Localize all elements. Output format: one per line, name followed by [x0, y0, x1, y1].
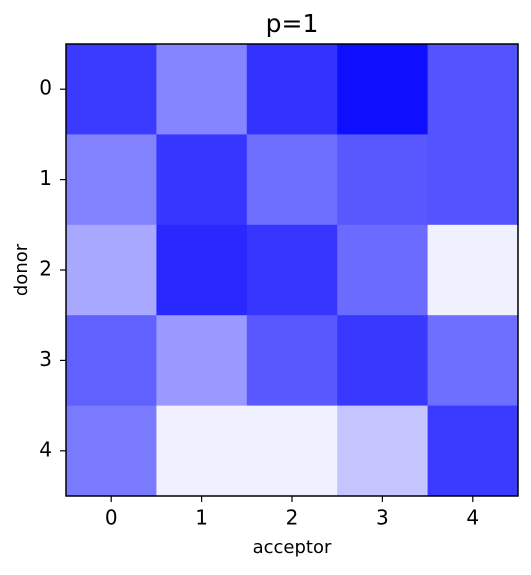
heatmap-cell — [66, 315, 157, 407]
x-tick-label: 1 — [195, 506, 208, 530]
y-tick-label: 3 — [39, 347, 52, 371]
heatmap-cell — [66, 134, 157, 226]
heatmap-cell — [337, 134, 429, 226]
heatmap-cell — [246, 405, 338, 497]
heatmap-cell — [427, 44, 519, 135]
heatmap-cell — [246, 315, 338, 407]
y-tick-label: 0 — [39, 76, 52, 100]
heatmap-cell — [66, 224, 157, 316]
heatmap-cell — [246, 224, 338, 316]
y-axis-label: donor — [11, 243, 32, 296]
y-tick-label: 1 — [39, 166, 52, 190]
heatmap-cell — [427, 134, 519, 226]
heatmap-cell — [427, 315, 519, 407]
heatmap-cell — [337, 315, 429, 407]
x-tick-label: 4 — [466, 506, 479, 530]
y-tick-label: 2 — [39, 257, 52, 281]
heatmap-cell — [156, 315, 248, 407]
chart-title: p=1 — [266, 9, 319, 38]
x-axis-label: acceptor — [253, 537, 332, 558]
heatmap-cell — [427, 224, 519, 316]
x-tick-label: 2 — [286, 506, 299, 530]
x-tick-label: 0 — [105, 506, 118, 530]
heatmap-cell — [66, 405, 157, 497]
x-tick-label: 3 — [376, 506, 389, 530]
y-tick-label: 4 — [39, 437, 52, 461]
heatmap-cell — [337, 405, 429, 497]
heatmap-cell — [337, 44, 429, 135]
heatmap-cell — [156, 134, 248, 226]
heatmap-cell — [156, 44, 248, 135]
heatmap-cell — [66, 44, 157, 135]
heatmap-cell — [246, 44, 338, 135]
heatmap-cell — [156, 224, 248, 316]
heatmap-cell — [156, 405, 248, 497]
heatmap-cell — [427, 405, 519, 497]
heatmap-cell — [337, 224, 429, 316]
heatmap-cell — [246, 134, 338, 226]
